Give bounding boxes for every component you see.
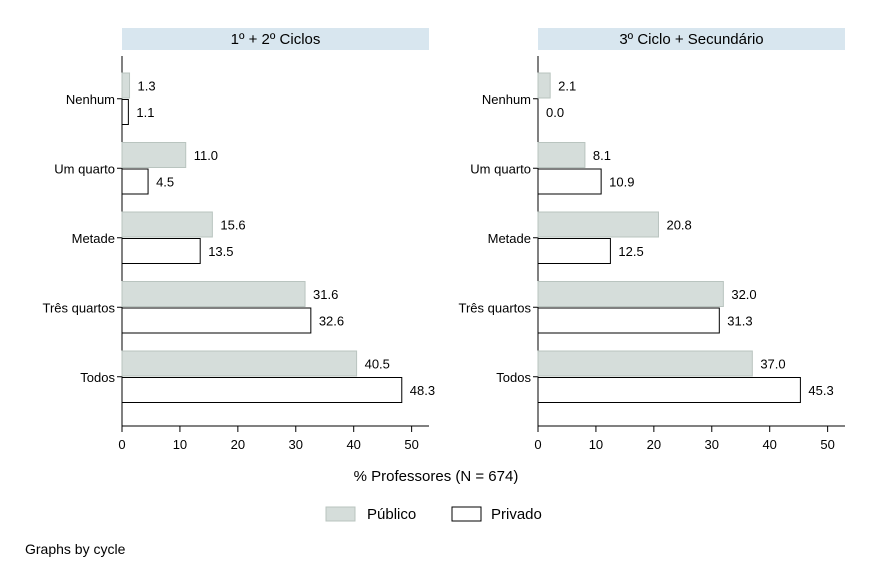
data-label: 20.8 — [666, 218, 691, 233]
x-tick-label: 50 — [820, 437, 834, 452]
data-label: 31.6 — [313, 287, 338, 302]
data-label: 32.6 — [319, 314, 344, 329]
x-tick-label: 40 — [762, 437, 776, 452]
bar-público — [537, 142, 586, 168]
x-tick-label: 50 — [404, 437, 418, 452]
data-label: 15.6 — [220, 218, 245, 233]
bar-privado — [537, 238, 611, 264]
bar-privado — [121, 238, 201, 264]
data-label: 1.1 — [136, 105, 154, 120]
graphs-by-note: Graphs by cycle — [25, 541, 126, 557]
bar-público — [121, 211, 213, 238]
data-label: 37.0 — [760, 357, 785, 372]
bar-privado — [537, 377, 801, 403]
bar-público — [121, 72, 131, 99]
x-axis-title: % Professores (N = 674) — [354, 468, 519, 485]
data-label: 12.5 — [618, 244, 643, 259]
x-tick-label: 40 — [346, 437, 360, 452]
data-label: 11.0 — [194, 148, 218, 163]
x-tick-label: 10 — [173, 437, 187, 452]
x-tick-label: 30 — [705, 437, 719, 452]
category-label: Todos — [496, 370, 531, 385]
bar-público — [121, 281, 306, 307]
x-tick-label: 10 — [589, 437, 603, 452]
legend-swatch-privado — [451, 506, 482, 522]
data-label: 4.5 — [156, 175, 174, 190]
bar-público — [121, 350, 358, 377]
panel-title: 1º + 2º Ciclos — [231, 31, 321, 48]
data-label: 32.0 — [731, 287, 756, 302]
category-label: Nenhum — [66, 92, 115, 107]
panel-title: 3º Ciclo + Secundário — [619, 31, 763, 48]
category-label: Todos — [80, 370, 115, 385]
x-tick-label: 0 — [118, 437, 125, 452]
x-tick-label: 20 — [231, 437, 245, 452]
x-tick-label: 30 — [289, 437, 303, 452]
category-label: Metade — [488, 231, 531, 246]
category-label: Um quarto — [54, 161, 115, 176]
data-label: 0.0 — [546, 105, 564, 120]
category-label: Metade — [72, 231, 115, 246]
bar-privado — [537, 168, 602, 195]
data-label: 13.5 — [208, 244, 233, 259]
x-tick-label: 0 — [534, 437, 541, 452]
data-label: 45.3 — [808, 383, 833, 398]
data-label: 1.3 — [138, 79, 156, 94]
bar-público — [537, 281, 724, 307]
legend-label: Privado — [491, 506, 542, 523]
panel-header — [538, 28, 845, 50]
bar-público — [537, 350, 753, 377]
data-label: 2.1 — [558, 79, 576, 94]
bar-privado — [121, 168, 149, 195]
category-label: Três quartos — [459, 300, 532, 315]
data-label: 48.3 — [410, 383, 435, 398]
bar-privado — [121, 377, 403, 403]
bar-público — [537, 72, 551, 99]
data-label: 10.9 — [609, 175, 634, 190]
bar-público — [121, 142, 187, 168]
bar-privado — [121, 99, 129, 125]
data-label: 31.3 — [727, 314, 752, 329]
legend-swatch-público — [325, 506, 356, 522]
category-label: Nenhum — [482, 92, 531, 107]
bar-privado — [121, 307, 312, 334]
data-label: 8.1 — [593, 148, 611, 163]
category-label: Três quartos — [43, 300, 116, 315]
data-label: 40.5 — [365, 357, 390, 372]
bar-público — [537, 211, 659, 238]
legend-label: Público — [367, 506, 416, 523]
category-label: Um quarto — [470, 161, 531, 176]
panel-header — [122, 28, 429, 50]
x-tick-label: 20 — [647, 437, 661, 452]
bar-privado — [537, 307, 720, 334]
